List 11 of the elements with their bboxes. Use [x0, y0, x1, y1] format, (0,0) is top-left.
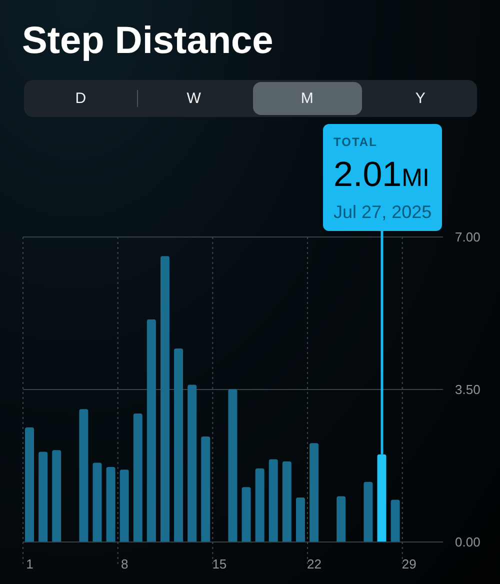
y-tick-label: 3.50	[455, 382, 480, 398]
segmented-control: D W M Y	[24, 80, 477, 117]
annotation: TOTAL 2.01MI Jul 27, 2025	[334, 135, 432, 222]
x-tick-label: 8	[120, 556, 128, 572]
x-tick-label: 22	[307, 556, 322, 572]
x-tick-label: 29	[402, 556, 416, 572]
y-tick-label: 0.00	[455, 534, 480, 550]
chart-title: Step Distance	[22, 20, 274, 63]
x-tick-label: 1	[26, 556, 34, 572]
x-tick-label: 15	[212, 556, 227, 572]
y-tick-label: 7.00	[455, 230, 480, 245]
